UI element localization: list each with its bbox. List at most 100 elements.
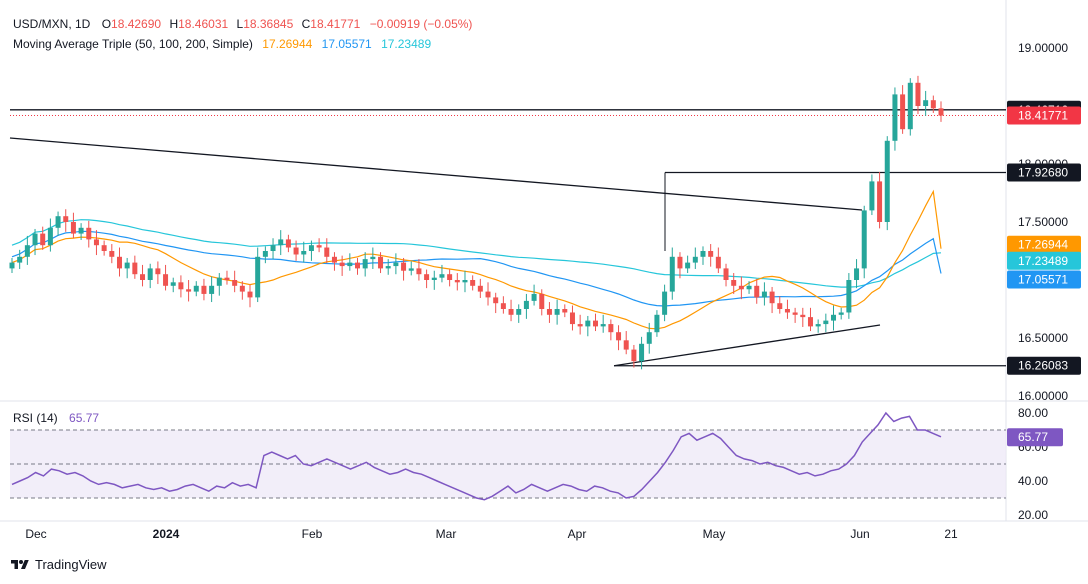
time-tick-label: Mar bbox=[436, 527, 457, 541]
candle-body bbox=[216, 277, 222, 286]
moving-averages bbox=[11, 189, 942, 330]
candle-body bbox=[193, 285, 199, 292]
candle-body bbox=[877, 181, 883, 222]
candle-body bbox=[262, 251, 268, 257]
ma-header: Moving Average Triple (50, 100, 200, Sim… bbox=[13, 37, 433, 51]
candle-body bbox=[431, 277, 437, 280]
price-tick-label: 16.50000 bbox=[1018, 331, 1068, 345]
trendlines bbox=[9, 109, 1006, 367]
ascending-trendline bbox=[613, 324, 881, 367]
candle-body bbox=[938, 108, 944, 116]
candle-body bbox=[493, 297, 499, 304]
candle-body bbox=[93, 239, 99, 246]
candle-body bbox=[401, 262, 407, 271]
candle-body bbox=[600, 324, 606, 327]
symbol-label: USD/MXN, 1D bbox=[13, 17, 91, 31]
candle-body bbox=[554, 309, 560, 315]
candle-body bbox=[32, 233, 38, 246]
price-tag bbox=[1007, 356, 1081, 375]
candle-body bbox=[278, 239, 284, 246]
low-label: L bbox=[236, 17, 244, 31]
candle-body bbox=[124, 262, 130, 269]
candle-body bbox=[777, 303, 783, 309]
candle-body bbox=[224, 277, 230, 280]
time-tick-label: 2024 bbox=[153, 527, 180, 541]
rsi-value: 65.77 bbox=[69, 411, 100, 425]
rsi-tick-label: 40.00 bbox=[1018, 474, 1048, 488]
candle-body bbox=[569, 312, 575, 325]
candle-body bbox=[654, 314, 660, 333]
candle-body bbox=[723, 268, 729, 280]
candle-body bbox=[109, 251, 115, 257]
rsi-line bbox=[11, 411, 942, 501]
candle-body bbox=[516, 309, 522, 315]
time-tick-label: Apr bbox=[568, 527, 587, 541]
candle-body bbox=[178, 282, 184, 290]
ma-title: Moving Average Triple (50, 100, 200, Sim… bbox=[13, 37, 253, 51]
candle-body bbox=[907, 82, 913, 130]
candle-body bbox=[685, 262, 691, 269]
candle-body bbox=[930, 100, 936, 109]
tradingview-brand: TradingView bbox=[35, 557, 107, 572]
price-tick-label: 17.50000 bbox=[1018, 215, 1068, 229]
candle-body bbox=[846, 280, 852, 313]
tradingview-footer[interactable]: TradingView bbox=[10, 557, 107, 572]
candle-body bbox=[508, 309, 514, 315]
rsi-path bbox=[11, 411, 942, 501]
candle-body bbox=[378, 256, 384, 269]
candle-body bbox=[838, 312, 844, 315]
time-tick-label: Jun bbox=[850, 527, 869, 541]
price-tag-label: 17.26944 bbox=[1018, 238, 1068, 252]
symbol-header: USD/MXN, 1D O18.42690 H18.46031 L18.3684… bbox=[13, 17, 474, 31]
candle-body bbox=[823, 320, 829, 325]
candle-body bbox=[362, 259, 368, 269]
candle-body bbox=[662, 291, 668, 315]
candle-body bbox=[708, 251, 714, 257]
price-tag-label: 16.26083 bbox=[1018, 359, 1068, 373]
candle-body bbox=[792, 312, 798, 315]
candle-body bbox=[593, 320, 599, 327]
candle-body bbox=[347, 262, 353, 267]
open-label: O bbox=[101, 17, 112, 31]
candle-body bbox=[163, 274, 169, 286]
candle-body bbox=[416, 268, 422, 275]
rsi-tag bbox=[1007, 428, 1063, 447]
candle-body bbox=[585, 320, 591, 327]
candle-body bbox=[155, 268, 161, 275]
ma100-value: 17.05571 bbox=[321, 37, 372, 51]
candle-body bbox=[78, 227, 84, 234]
candle-body bbox=[754, 285, 760, 298]
candle-body bbox=[869, 181, 875, 211]
candle-body bbox=[539, 293, 545, 309]
candle-body bbox=[915, 82, 921, 106]
candle-body bbox=[746, 285, 752, 290]
candle-body bbox=[147, 268, 153, 280]
ma50-line bbox=[11, 189, 942, 330]
time-tick-label: May bbox=[703, 527, 726, 541]
candle-body bbox=[239, 285, 245, 292]
candle-body bbox=[86, 227, 92, 240]
candle-body bbox=[55, 216, 61, 228]
candle-body bbox=[669, 256, 675, 292]
candle-body bbox=[500, 303, 506, 309]
price-tag bbox=[1007, 270, 1081, 289]
rsi-header: RSI (14) 65.77 bbox=[13, 411, 101, 425]
candle-body bbox=[308, 245, 314, 251]
price-tag bbox=[1007, 251, 1081, 270]
candle-body bbox=[731, 280, 737, 286]
candle-body bbox=[140, 274, 146, 280]
ma100-line bbox=[11, 230, 942, 307]
candle-body bbox=[354, 262, 360, 269]
candle-body bbox=[546, 309, 552, 315]
candle-body bbox=[639, 343, 645, 362]
candle-body bbox=[623, 340, 629, 350]
price-tag bbox=[1007, 163, 1081, 182]
high-label: H bbox=[169, 17, 179, 31]
candle-body bbox=[301, 251, 307, 255]
candle-body bbox=[831, 314, 837, 321]
ma200-value: 17.23489 bbox=[381, 37, 432, 51]
candle-body bbox=[454, 280, 460, 283]
price-tag bbox=[1007, 235, 1081, 254]
time-tick-label: 21 bbox=[944, 527, 958, 541]
